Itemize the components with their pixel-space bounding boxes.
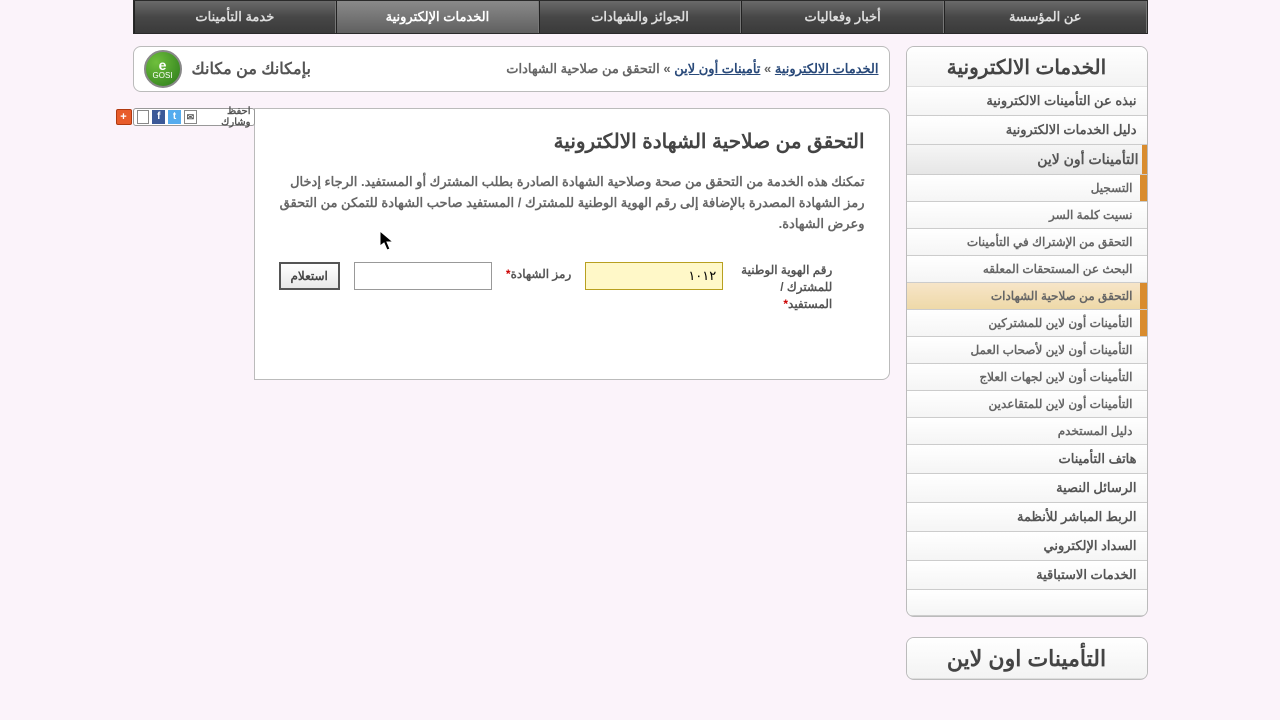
- content-panel: التحقق من صلاحية الشهادة الالكترونية تمك…: [255, 108, 890, 380]
- national-id-input[interactable]: [585, 262, 723, 290]
- main: الخدمات الالكترونية » تأمينات أون لاين »…: [133, 46, 890, 680]
- breadcrumb: الخدمات الالكترونية » تأمينات أون لاين »…: [506, 61, 878, 77]
- sidebar-item-14[interactable]: الرسائل النصية: [907, 474, 1147, 503]
- label-id-line2: للمشترك /: [780, 280, 832, 294]
- sidebar-item-10[interactable]: التأمينات أون لاين لجهات العلاج: [907, 364, 1147, 391]
- verify-form: رقم الهوية الوطنية للمشترك / المستفيد* ر…: [279, 262, 865, 312]
- share-plus-icon[interactable]: +: [116, 109, 132, 125]
- page-title: التحقق من صلاحية الشهادة الالكترونية: [279, 129, 865, 154]
- certificate-code-input[interactable]: [354, 262, 492, 290]
- sidebar: الخدمات الالكترونية نبذه عن التأمينات ال…: [906, 46, 1148, 680]
- sidebar-item-8[interactable]: التأمينات أون لاين للمشتركين: [907, 310, 1147, 337]
- sidebar-item-5[interactable]: التحقق من الإشتراك في التأمينات: [907, 229, 1147, 256]
- sidebar-item-18[interactable]: [907, 590, 1147, 616]
- sidebar-menu: نبذه عن التأمينات الالكترونيةدليل الخدما…: [907, 87, 1147, 616]
- header-box: الخدمات الالكترونية » تأمينات أون لاين »…: [133, 46, 890, 92]
- twitter-icon[interactable]: t: [168, 110, 181, 124]
- facebook-icon[interactable]: f: [152, 110, 165, 124]
- sidebar-item-13[interactable]: هاتف التأمينات: [907, 445, 1147, 474]
- tab-awards[interactable]: الجوائز والشهادات: [539, 1, 742, 33]
- mail-icon[interactable]: ✉: [184, 110, 197, 124]
- sidebar-panel-eservices: الخدمات الالكترونية نبذه عن التأمينات ال…: [906, 46, 1148, 617]
- share-bar[interactable]: + احفظ وشارك ✉ t f: [133, 108, 255, 126]
- header-slogan: بإمكانك من مكانك: [192, 59, 311, 79]
- sidebar-item-3[interactable]: التسجيل: [907, 175, 1147, 202]
- label-code: رمز الشهادة: [511, 267, 572, 281]
- top-nav: عن المؤسسة أخبار وفعاليات الجوائز والشها…: [133, 0, 1148, 34]
- tab-news[interactable]: أخبار وفعاليات: [741, 1, 944, 33]
- sidebar-item-2[interactable]: التأمينات أون لاين: [907, 145, 1147, 175]
- sidebar-item-9[interactable]: التأمينات أون لاين لأصحاب العمل: [907, 337, 1147, 364]
- sidebar-item-16[interactable]: السداد الإلكتروني: [907, 532, 1147, 561]
- side-blank: + احفظ وشارك ✉ t f: [133, 108, 255, 380]
- sidebar-item-1[interactable]: دليل الخدمات الالكترونية: [907, 116, 1147, 145]
- sidebar-title-2: التأمينات اون لاين: [907, 638, 1147, 679]
- query-button[interactable]: استعلام: [279, 262, 340, 290]
- label-id-line1: رقم الهوية الوطنية: [741, 263, 832, 277]
- crumb-current: التحقق من صلاحية الشهادات: [506, 61, 660, 76]
- tab-eservices[interactable]: الخدمات الإلكترونية: [336, 1, 539, 33]
- crumb-online[interactable]: تأمينات أون لاين: [674, 61, 760, 76]
- tab-about[interactable]: عن المؤسسة: [944, 1, 1147, 33]
- sidebar-item-0[interactable]: نبذه عن التأمينات الالكترونية: [907, 87, 1147, 116]
- sidebar-item-15[interactable]: الربط المباشر للأنظمة: [907, 503, 1147, 532]
- label-id-line3: المستفيد: [788, 297, 832, 311]
- sidebar-item-17[interactable]: الخدمات الاستباقية: [907, 561, 1147, 590]
- page-description: تمكنك هذه الخدمة من التحقق من صحة وصلاحي…: [279, 172, 865, 234]
- sidebar-item-11[interactable]: التأمينات أون لاين للمتقاعدين: [907, 391, 1147, 418]
- share-label: احفظ وشارك: [200, 106, 251, 128]
- linkedin-icon[interactable]: [137, 110, 150, 124]
- sidebar-title: الخدمات الالكترونية: [907, 47, 1147, 87]
- sidebar-item-12[interactable]: دليل المستخدم: [907, 418, 1147, 445]
- sidebar-item-6[interactable]: البحث عن المستحقات المعلقه: [907, 256, 1147, 283]
- sidebar-item-7[interactable]: التحقق من صلاحية الشهادات: [907, 283, 1147, 310]
- crumb-eservices[interactable]: الخدمات الالكترونية: [775, 61, 879, 76]
- tab-service[interactable]: خدمة التأمينات: [134, 1, 337, 33]
- sidebar-item-4[interactable]: نسيت كلمة السر: [907, 202, 1147, 229]
- sidebar-panel-online: التأمينات اون لاين: [906, 637, 1148, 680]
- gosi-logo: e GOSI: [144, 50, 182, 88]
